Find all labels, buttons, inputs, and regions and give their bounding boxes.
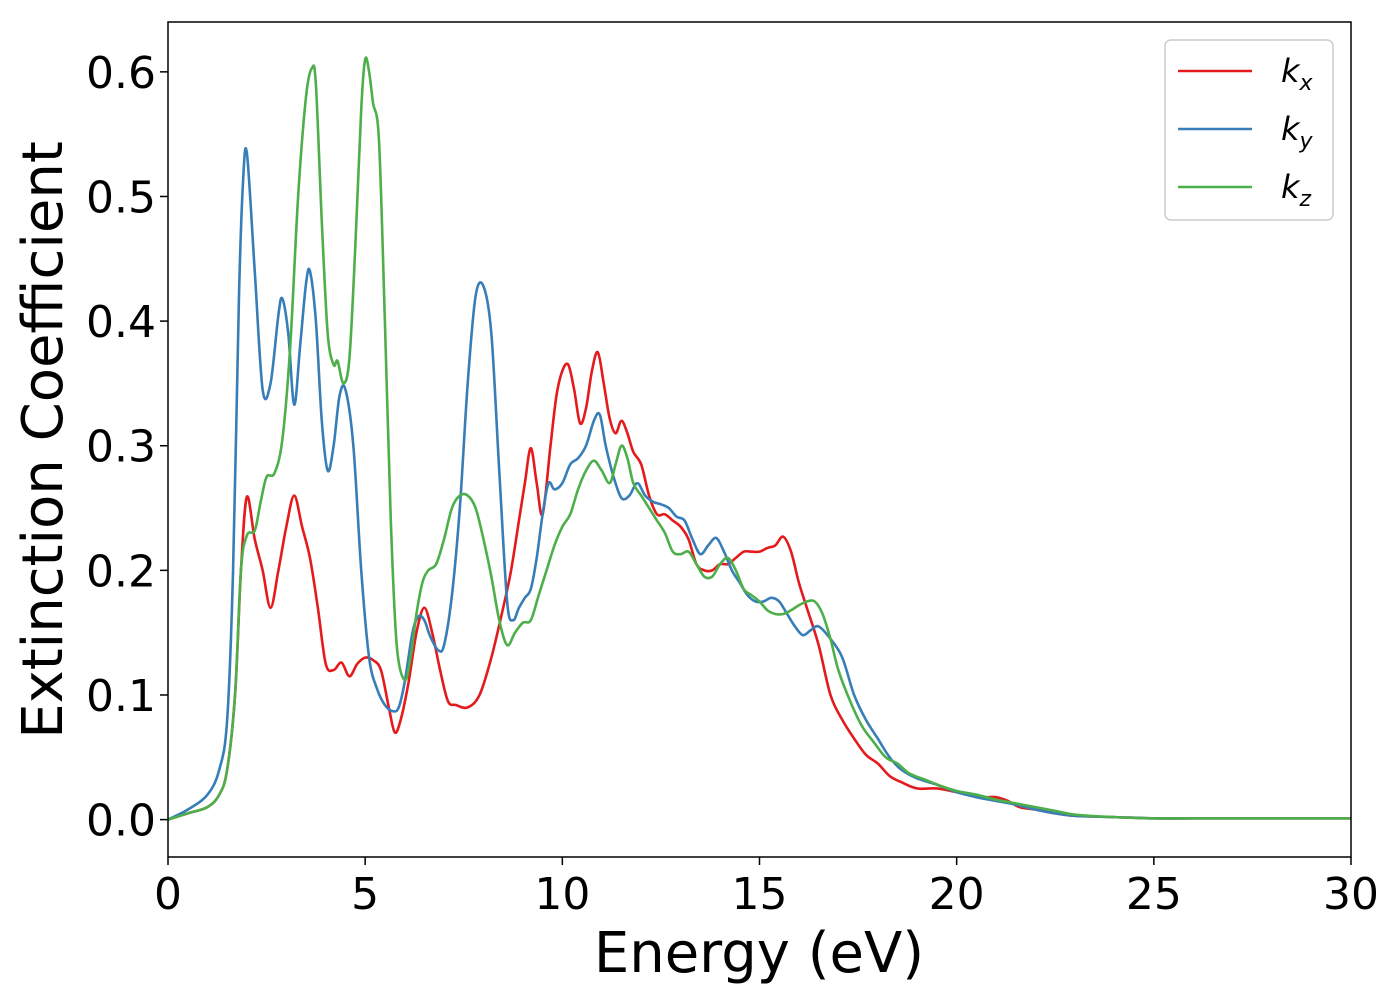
- legend-subscript: x: [1299, 71, 1314, 96]
- x-axis: 0 5 10 15 20 25 30: [154, 857, 1379, 920]
- legend-subscript: z: [1299, 187, 1312, 212]
- x-tick-label: 0: [154, 869, 182, 920]
- x-tick-label: 15: [732, 869, 788, 920]
- y-axis: 0.0 0.1 0.2 0.3 0.4 0.5 0.6: [86, 48, 168, 847]
- y-tick-label: 0.2: [86, 546, 156, 597]
- x-axis-title: Energy (eV): [594, 921, 924, 986]
- series-line-k_y: [167, 146, 1351, 821]
- x-tick-label: 20: [929, 869, 985, 920]
- series-line-k_z: [167, 56, 1351, 821]
- y-tick-label: 0.0: [86, 796, 156, 847]
- x-tick-label: 25: [1126, 869, 1182, 920]
- legend-subscript: y: [1299, 129, 1314, 154]
- y-tick-label: 0.5: [86, 172, 156, 223]
- series-layer: [167, 56, 1351, 821]
- x-tick-label: 30: [1323, 869, 1379, 920]
- y-tick-label: 0.4: [86, 297, 156, 348]
- x-tick-label: 10: [534, 869, 590, 920]
- y-tick-label: 0.1: [86, 671, 156, 722]
- legend-label-k_z: kz: [1281, 168, 1312, 212]
- y-axis-title: Extinction Coefficient: [11, 141, 76, 739]
- series-line-k_x: [167, 350, 1351, 821]
- x-tick-label: 5: [351, 869, 379, 920]
- y-tick-label: 0.3: [86, 422, 156, 473]
- y-tick-label: 0.6: [86, 48, 156, 99]
